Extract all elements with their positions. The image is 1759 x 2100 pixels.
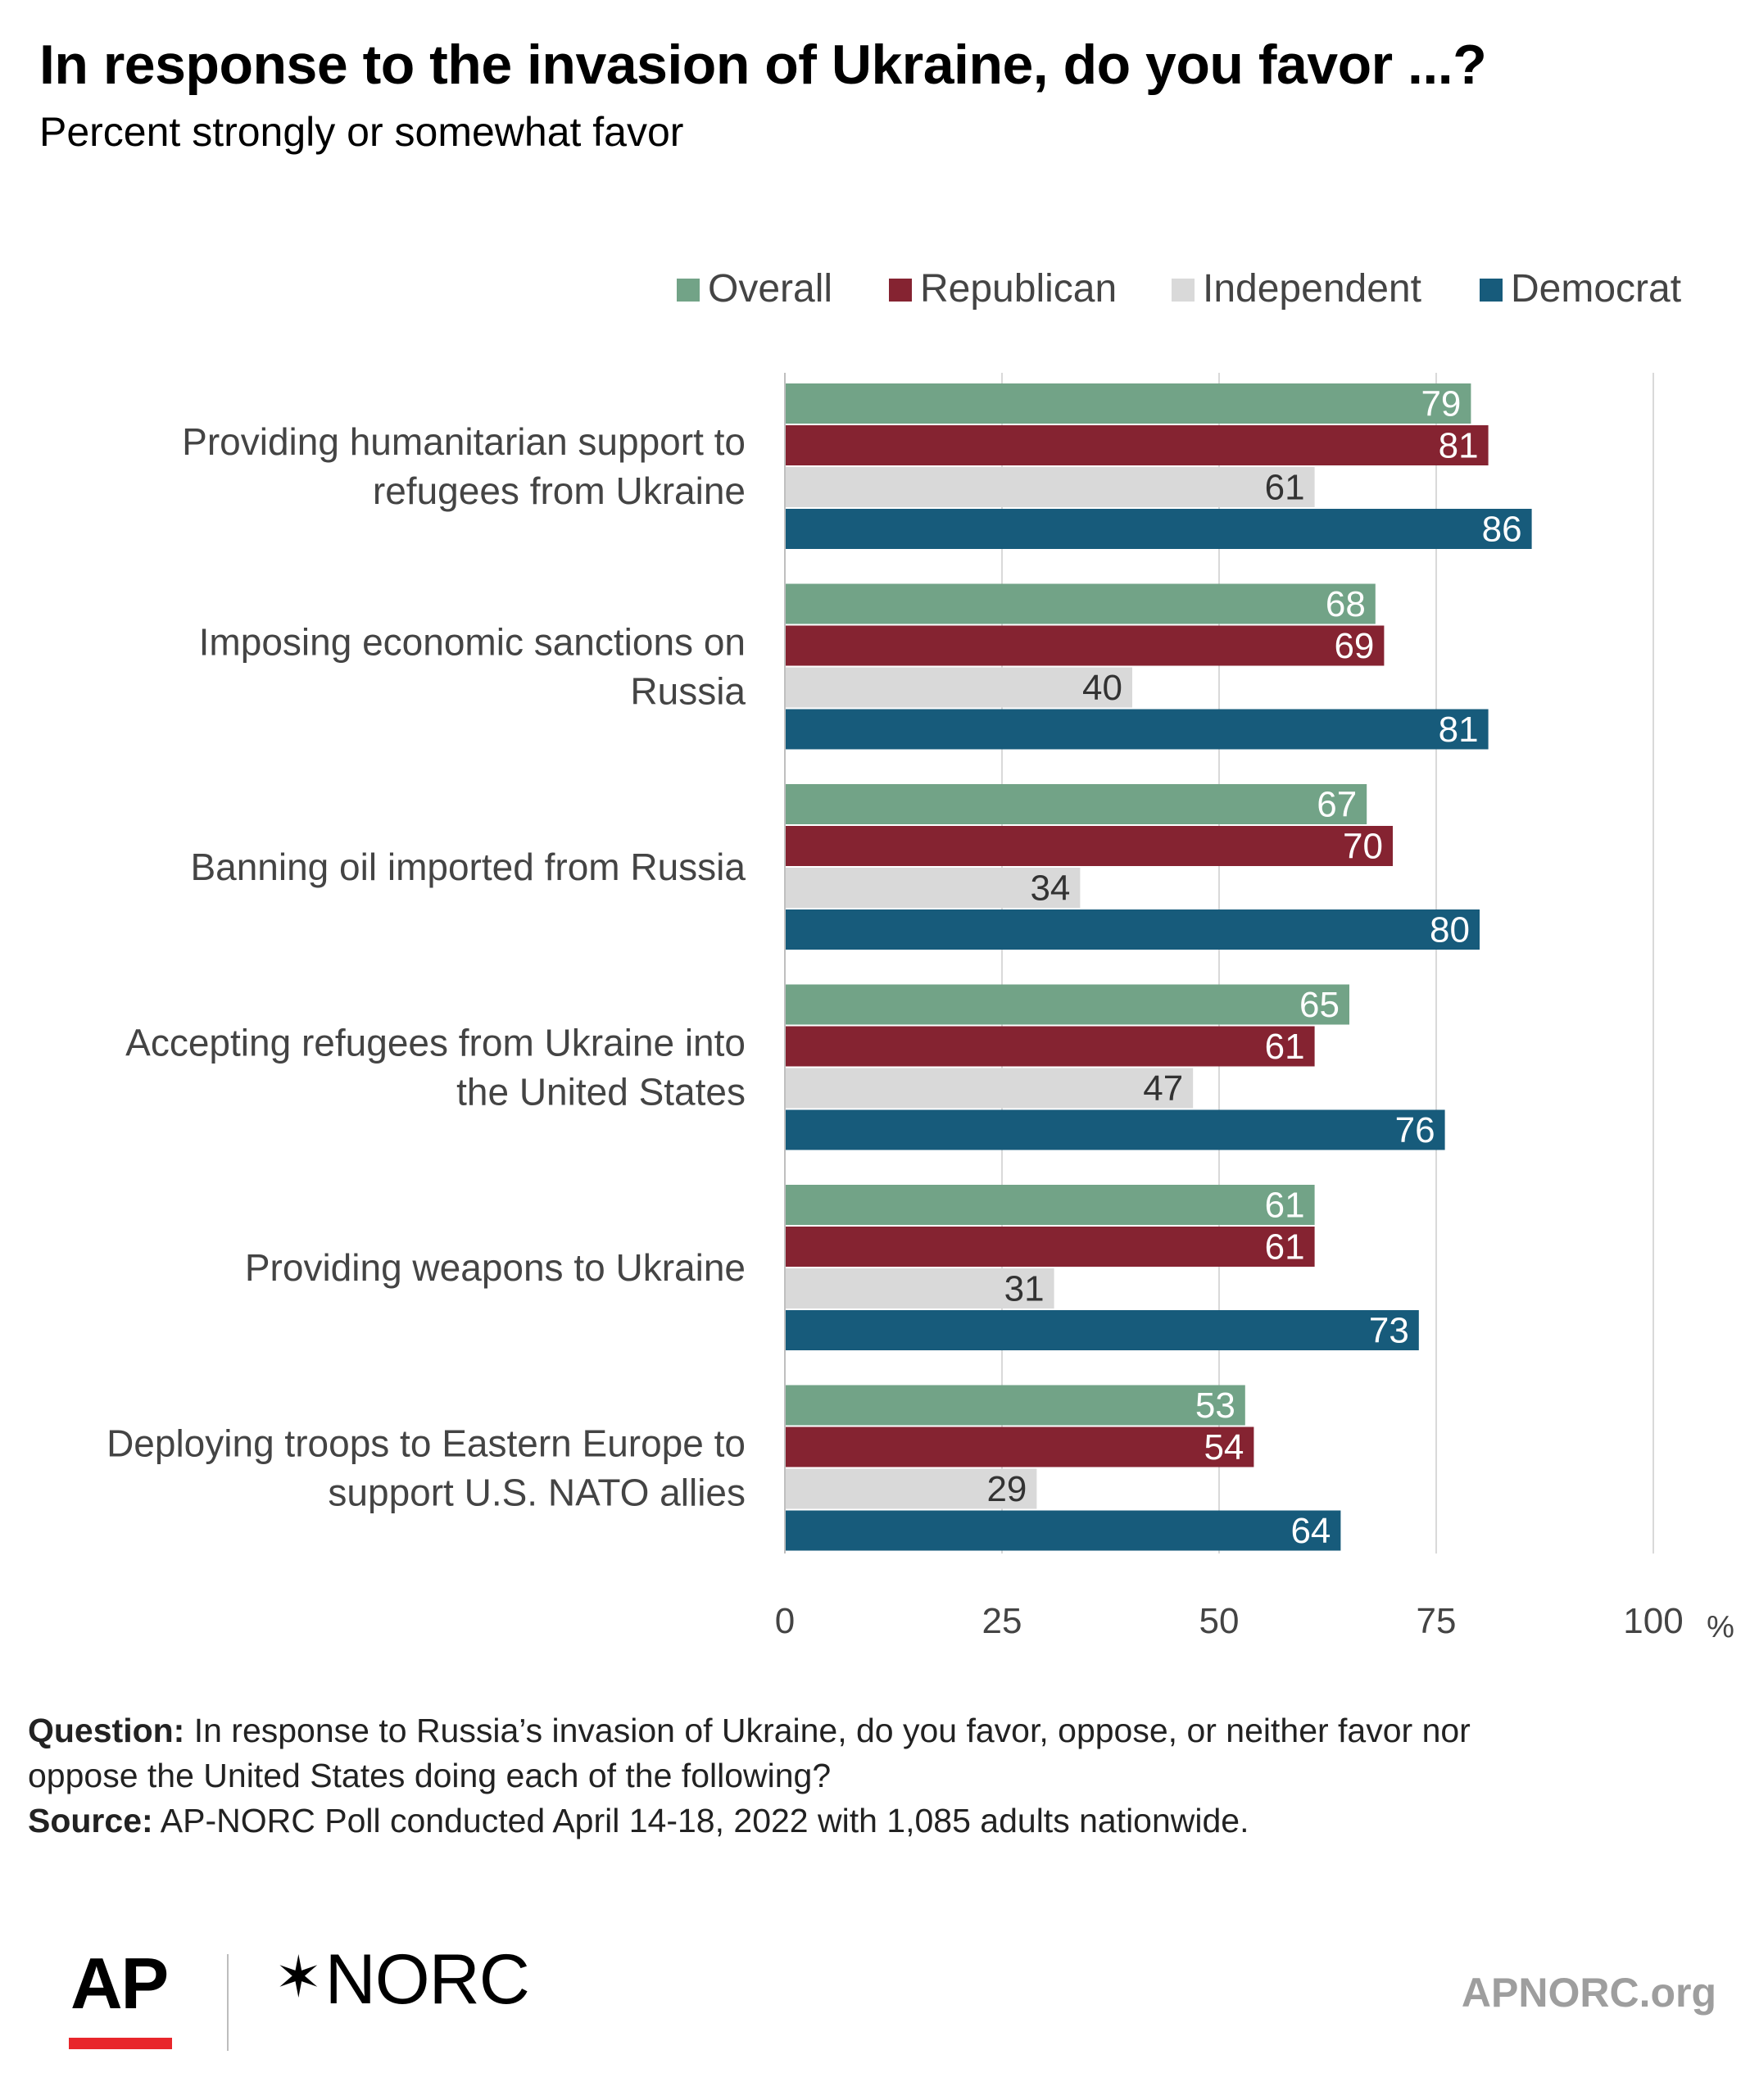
category-label: Banning oil imported from Russia (190, 846, 746, 888)
bar (785, 984, 1349, 1025)
data-label: 69 (1334, 626, 1374, 666)
question-note: Question: In response to Russia’s invasi… (28, 1708, 1471, 1753)
data-label: 67 (1317, 785, 1357, 825)
ap-logo-underline (69, 2038, 172, 2049)
ap-logo: AP (70, 1943, 169, 2024)
data-label: 61 (1265, 1227, 1305, 1268)
norc-logo: ✶NORC (274, 1939, 530, 2021)
legend-swatch (677, 279, 700, 302)
bar (785, 1185, 1315, 1225)
data-label: 81 (1439, 710, 1479, 750)
question-text-line1: In response to Russia’s invasion of Ukra… (184, 1712, 1471, 1749)
bar (785, 709, 1489, 750)
chart-title: In response to the invasion of Ukraine, … (39, 34, 1487, 96)
bar (785, 425, 1489, 465)
legend-swatch (889, 279, 912, 302)
question-label: Question: (28, 1712, 185, 1749)
data-label: 81 (1439, 426, 1479, 466)
data-label: 47 (1143, 1068, 1183, 1109)
bar (785, 1510, 1341, 1551)
bar (785, 1268, 1054, 1309)
tick-label: 50 (1199, 1601, 1240, 1641)
data-label: 80 (1430, 910, 1470, 950)
source-text: AP-NORC Poll conducted April 14-18, 2022… (152, 1802, 1249, 1839)
data-label: 34 (1030, 869, 1070, 909)
category-label: Imposing economic sanctions on (199, 621, 746, 664)
legend-swatch (1172, 279, 1195, 302)
category-label: Providing weapons to Ukraine (245, 1246, 746, 1289)
tick-label: 25 (982, 1601, 1022, 1641)
category-label: Russia (630, 670, 746, 713)
data-label: 73 (1369, 1311, 1409, 1351)
bar (785, 1068, 1194, 1109)
bars (785, 383, 1532, 1551)
bar (785, 467, 1315, 507)
tick-label: 75 (1417, 1601, 1457, 1641)
category-label: Deploying troops to Eastern Europe to (107, 1422, 746, 1465)
legend-swatch (1480, 279, 1503, 302)
bar (785, 383, 1471, 424)
data-label: 40 (1082, 668, 1122, 708)
bar (785, 509, 1532, 549)
data-label: 68 (1326, 584, 1366, 624)
bar (785, 784, 1367, 824)
category-label: refugees from Ukraine (373, 469, 746, 512)
gridlines (1001, 373, 1654, 1553)
data-label: 61 (1265, 1186, 1305, 1226)
norc-star-icon: ✶ (274, 1945, 323, 2009)
norc-logo-text: NORC (324, 1940, 530, 2019)
bar (785, 909, 1480, 950)
source-label: Source: (28, 1802, 153, 1839)
legend-label: Overall (708, 267, 832, 311)
x-axis: 0 25 50 75 100% (775, 373, 1734, 1644)
data-label: 64 (1290, 1511, 1331, 1551)
bar (785, 1426, 1254, 1467)
tick-label: 100 (1623, 1601, 1683, 1641)
bar-chart: 7981618668694081677034806561477661613173… (107, 267, 1734, 1644)
chart-subtitle: Percent strongly or somewhat favor (39, 109, 684, 155)
axis-unit-label: % (1707, 1610, 1734, 1644)
data-label: 65 (1299, 985, 1340, 1025)
legend-label: Independent (1203, 267, 1421, 311)
data-label: 70 (1343, 827, 1383, 867)
bar (785, 667, 1132, 708)
bar (785, 826, 1393, 866)
legend: Overall Republican Independent Democrat (677, 267, 1681, 311)
data-label: 31 (1004, 1269, 1045, 1309)
category-labels: Providing humanitarian support to refugee… (107, 420, 746, 1514)
question-note-line2: oppose the United States doing each of t… (28, 1753, 831, 1798)
bar (785, 1026, 1315, 1067)
data-label: 29 (986, 1469, 1027, 1509)
data-label: 61 (1265, 468, 1305, 508)
category-label: Accepting refugees from Ukraine into (125, 1022, 746, 1064)
source-note: Source: AP-NORC Poll conducted April 14-… (28, 1798, 1249, 1844)
bar (785, 1227, 1315, 1267)
bar (785, 583, 1376, 624)
bar (785, 1385, 1245, 1426)
data-label: 53 (1195, 1386, 1235, 1426)
data-label: 86 (1482, 510, 1522, 550)
category-label: the United States (456, 1071, 746, 1113)
bar (785, 868, 1081, 908)
data-label: 76 (1395, 1110, 1435, 1150)
category-label: support U.S. NATO allies (328, 1472, 746, 1514)
data-labels: 7981618668694081677034806561477661613173… (986, 384, 1521, 1552)
tick-label: 0 (775, 1601, 795, 1641)
bar (785, 1468, 1037, 1509)
question-text-line2: oppose the United States doing each of t… (28, 1757, 832, 1794)
data-label: 54 (1204, 1427, 1244, 1467)
bar (785, 1109, 1445, 1150)
site-link[interactable]: APNORC.org (1461, 1970, 1716, 2016)
legend-label: Democrat (1511, 267, 1681, 311)
data-label: 79 (1421, 384, 1461, 424)
legend-label: Republican (920, 267, 1117, 311)
logo-divider (227, 1954, 229, 2051)
category-label: Providing humanitarian support to (182, 420, 746, 463)
bar (785, 625, 1385, 666)
bar (785, 1310, 1419, 1350)
data-label: 61 (1265, 1027, 1305, 1067)
